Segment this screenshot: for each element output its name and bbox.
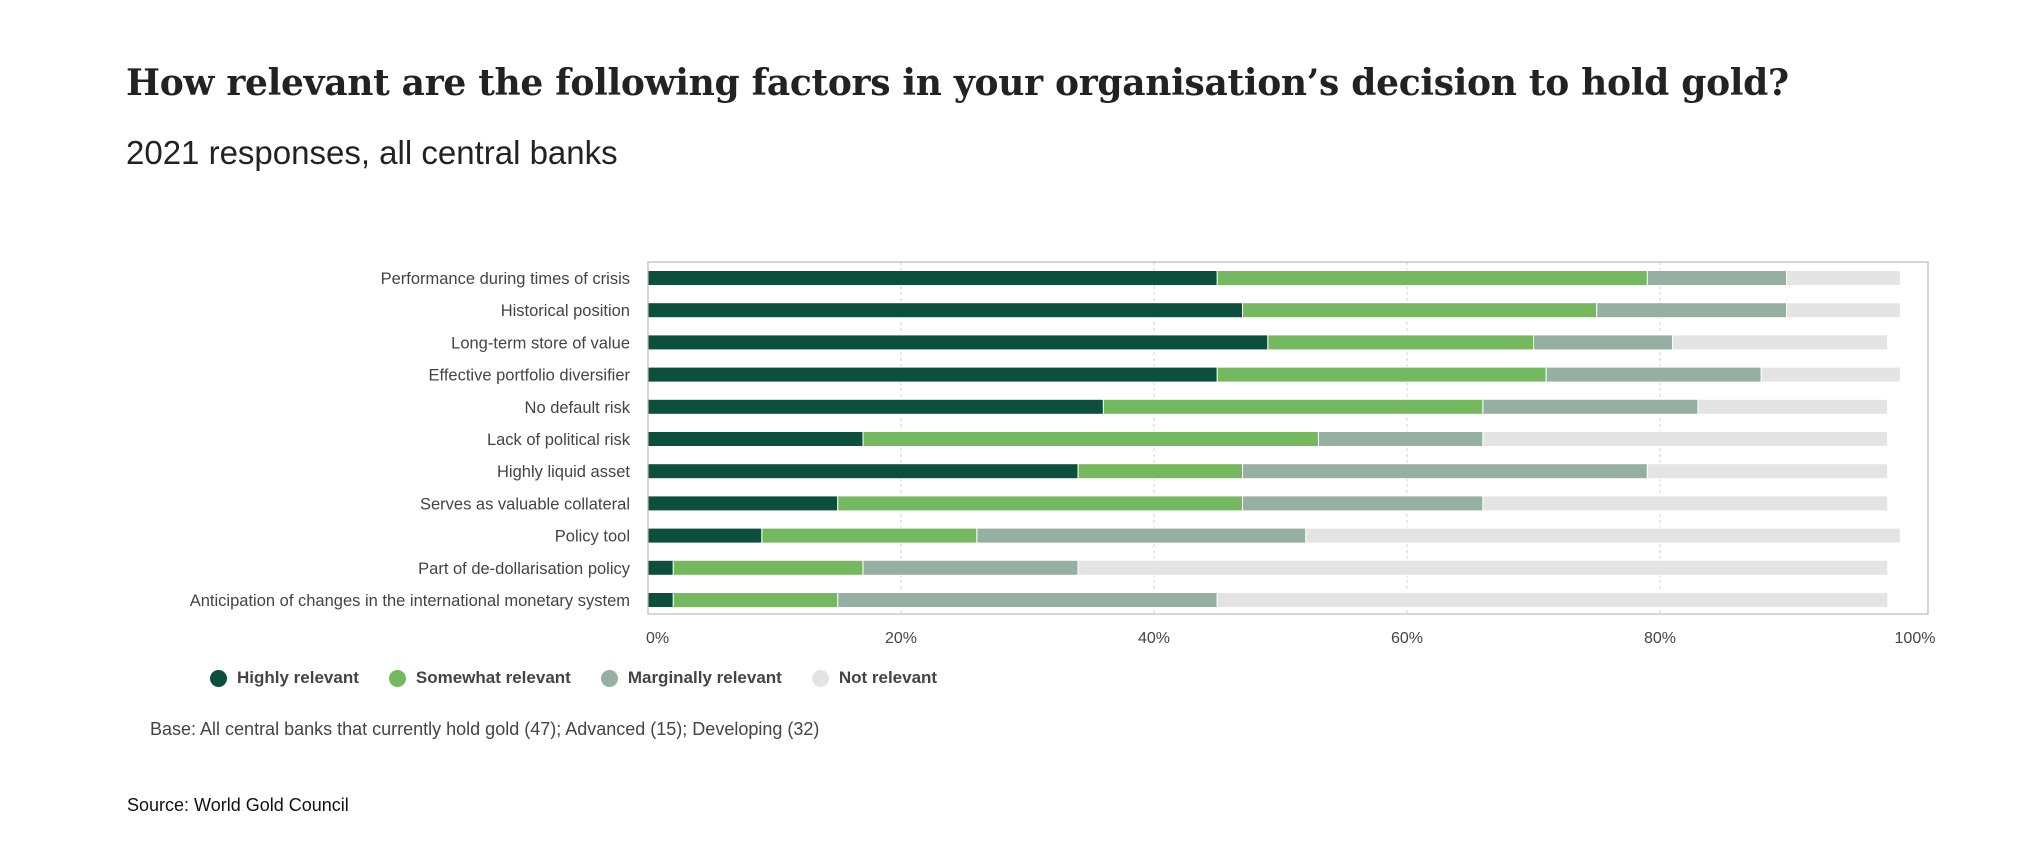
bar-segment-somewhat-relevant[interactable]	[1216, 270, 1648, 286]
category-label: Lack of political risk	[487, 431, 631, 449]
bar-segment-somewhat-relevant[interactable]	[761, 527, 978, 544]
bar-segment-highly-relevant[interactable]	[647, 302, 1244, 319]
bar-segment-highly-relevant[interactable]	[647, 366, 1218, 383]
bar-segment-highly-relevant[interactable]	[647, 398, 1104, 415]
bar-segment-somewhat-relevant[interactable]	[837, 495, 1244, 512]
bar-segment-highly-relevant[interactable]	[647, 463, 1079, 480]
bar-segment-highly-relevant[interactable]	[647, 527, 763, 544]
bar-segment-not-relevant[interactable]	[1482, 495, 1889, 512]
bars-layer	[647, 270, 1901, 608]
bar-segment-highly-relevant[interactable]	[647, 334, 1269, 351]
bar-segment-not-relevant[interactable]	[1216, 592, 1889, 608]
bar-segment-not-relevant[interactable]	[1760, 366, 1901, 383]
legend-label: Somewhat relevant	[415, 668, 571, 687]
category-label: Effective portfolio diversifier	[429, 367, 631, 385]
legend-dot-icon	[388, 669, 406, 687]
bar-segment-not-relevant[interactable]	[1646, 463, 1889, 480]
legend-item-somewhat-relevant[interactable]: Somewhat relevant	[388, 668, 571, 688]
legend-label: Not relevant	[838, 668, 938, 687]
bar-segment-highly-relevant[interactable]	[647, 495, 839, 512]
category-label: Part of de-dollarisation policy	[418, 560, 631, 578]
plot-frame	[647, 261, 1929, 615]
bar-segment-somewhat-relevant[interactable]	[1216, 366, 1547, 383]
chart-subtitle: 2021 responses, all central banks	[126, 134, 618, 171]
legend-dot-icon	[600, 669, 618, 687]
category-label: No default risk	[525, 399, 631, 417]
x-tick-label: 80%	[1644, 630, 1676, 647]
x-tick-label: 40%	[1138, 630, 1170, 647]
bar-segment-marginally-relevant[interactable]	[1482, 398, 1699, 415]
category-label: Policy tool	[555, 528, 630, 546]
bar-segment-somewhat-relevant[interactable]	[1242, 302, 1598, 319]
category-label: Long-term store of value	[451, 334, 630, 352]
bar-segment-somewhat-relevant[interactable]	[672, 559, 864, 576]
bar-segment-marginally-relevant[interactable]	[837, 592, 1218, 608]
legend-item-highly-relevant[interactable]: Highly relevant	[210, 668, 359, 688]
bar-segment-highly-relevant[interactable]	[647, 431, 864, 447]
bar-segment-not-relevant[interactable]	[1305, 527, 1901, 544]
x-tick-label: 20%	[885, 630, 917, 647]
bar-segment-highly-relevant[interactable]	[647, 559, 674, 576]
source-note: Source: World Gold Council	[127, 795, 349, 815]
category-label: Anticipation of changes in the internati…	[190, 592, 630, 610]
bar-segment-highly-relevant[interactable]	[647, 270, 1218, 286]
bar-segment-not-relevant[interactable]	[1077, 559, 1889, 576]
legend-dot-icon	[811, 669, 829, 687]
legend-label: Highly relevant	[237, 668, 359, 687]
legend-item-not-relevant[interactable]: Not relevant	[811, 668, 938, 688]
bar-segment-somewhat-relevant[interactable]	[1077, 463, 1244, 480]
bar-segment-marginally-relevant[interactable]	[1242, 463, 1648, 480]
bar-segment-somewhat-relevant[interactable]	[862, 431, 1319, 447]
base-note: Base: All central banks that currently h…	[150, 719, 820, 739]
bar-segment-marginally-relevant[interactable]	[1596, 302, 1787, 319]
category-label: Historical position	[501, 302, 630, 320]
bar-segment-somewhat-relevant[interactable]	[1267, 334, 1534, 351]
bar-segment-marginally-relevant[interactable]	[1317, 431, 1484, 447]
bar-segment-marginally-relevant[interactable]	[1533, 334, 1674, 351]
bar-segment-not-relevant[interactable]	[1697, 398, 1889, 415]
legend-item-marginally-relevant[interactable]: Marginally relevant	[600, 668, 782, 688]
bar-segment-highly-relevant[interactable]	[647, 592, 674, 608]
x-tick-label: 100%	[1895, 630, 1936, 647]
bar-segment-not-relevant[interactable]	[1786, 270, 1901, 286]
chart-title: How relevant are the following factors i…	[126, 62, 1789, 104]
legend-label: Marginally relevant	[627, 668, 782, 687]
legend: Highly relevant Somewhat relevant Margin…	[210, 668, 937, 688]
x-tick-label: 0%	[646, 630, 669, 647]
bar-segment-marginally-relevant[interactable]	[1242, 495, 1484, 512]
bar-segment-not-relevant[interactable]	[1786, 302, 1901, 319]
bar-segment-somewhat-relevant[interactable]	[1102, 398, 1484, 415]
bar-segment-marginally-relevant[interactable]	[862, 559, 1079, 576]
bar-segment-marginally-relevant[interactable]	[1545, 366, 1762, 383]
labels-layer: Performance during times of crisis Histor…	[190, 270, 631, 610]
bar-segment-marginally-relevant[interactable]	[1646, 270, 1787, 286]
category-label: Serves as valuable collateral	[420, 495, 630, 513]
legend-dot-icon	[210, 669, 227, 687]
stacked-bar-chart: Performance during times of crisis Histor…	[190, 261, 1935, 647]
bar-segment-marginally-relevant[interactable]	[976, 527, 1307, 544]
ticks-layer: 0% 20% 40% 60% 80% 100%	[646, 630, 1935, 647]
category-label: Performance during times of crisis	[381, 270, 630, 288]
x-tick-label: 60%	[1391, 630, 1423, 647]
bar-segment-somewhat-relevant[interactable]	[672, 592, 839, 608]
bar-segment-not-relevant[interactable]	[1672, 334, 1889, 351]
bar-segment-not-relevant[interactable]	[1482, 431, 1889, 447]
category-label: Highly liquid asset	[497, 463, 630, 481]
